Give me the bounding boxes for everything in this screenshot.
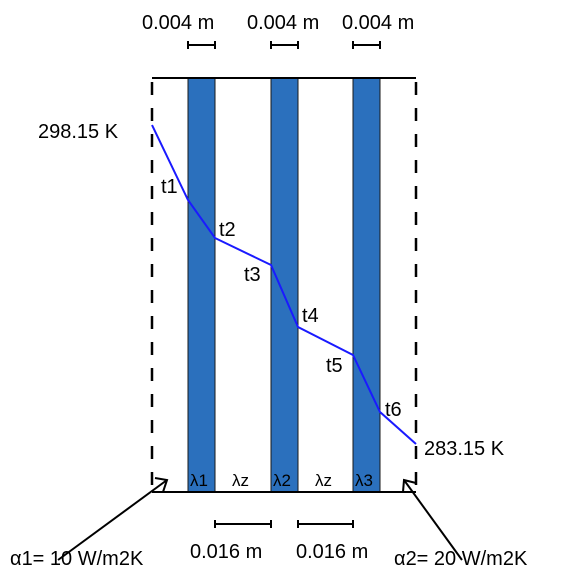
node-t1: t1 [161, 176, 178, 198]
gap-label-1: 0.016 m [190, 541, 262, 563]
alpha2-arrow [402, 478, 463, 561]
inside-temperature: 298.15 K [38, 121, 119, 143]
material-lambda1: λ1 [190, 471, 208, 490]
thickness-label-2: 0.004 m [247, 12, 319, 34]
thickness-label-3: 0.004 m [342, 12, 414, 34]
node-t2: t2 [219, 219, 236, 241]
node-t5: t5 [326, 355, 343, 377]
thickness-label-1: 0.004 m [142, 12, 214, 34]
material-lambda2: λ2 [273, 471, 291, 490]
gap-label-2: 0.016 m [296, 541, 368, 563]
dim-gap-2 [297, 520, 354, 528]
alpha1-arrow [57, 477, 169, 561]
dim-layer-3 [352, 41, 381, 49]
outside-temperature: 283.15 K [424, 438, 505, 460]
layer-1 [187, 77, 216, 493]
dim-layer-2 [270, 41, 299, 49]
dim-gap-1 [214, 520, 272, 528]
alpha2-label: α2= 20 W/m2K [394, 548, 528, 570]
alpha1-label: α1= 10 W/m2K [10, 548, 144, 570]
dim-layer-1 [187, 41, 216, 49]
node-t4: t4 [302, 305, 319, 327]
material-lambda3: λ3 [355, 471, 373, 490]
layer-3 [352, 77, 381, 493]
material-lambdaz-1: λz [232, 471, 249, 490]
layer-2 [270, 77, 299, 493]
temperature-profile-line [151, 124, 417, 445]
node-t6: t6 [385, 399, 402, 421]
material-lambdaz-2: λz [315, 471, 332, 490]
node-t3: t3 [244, 264, 261, 286]
